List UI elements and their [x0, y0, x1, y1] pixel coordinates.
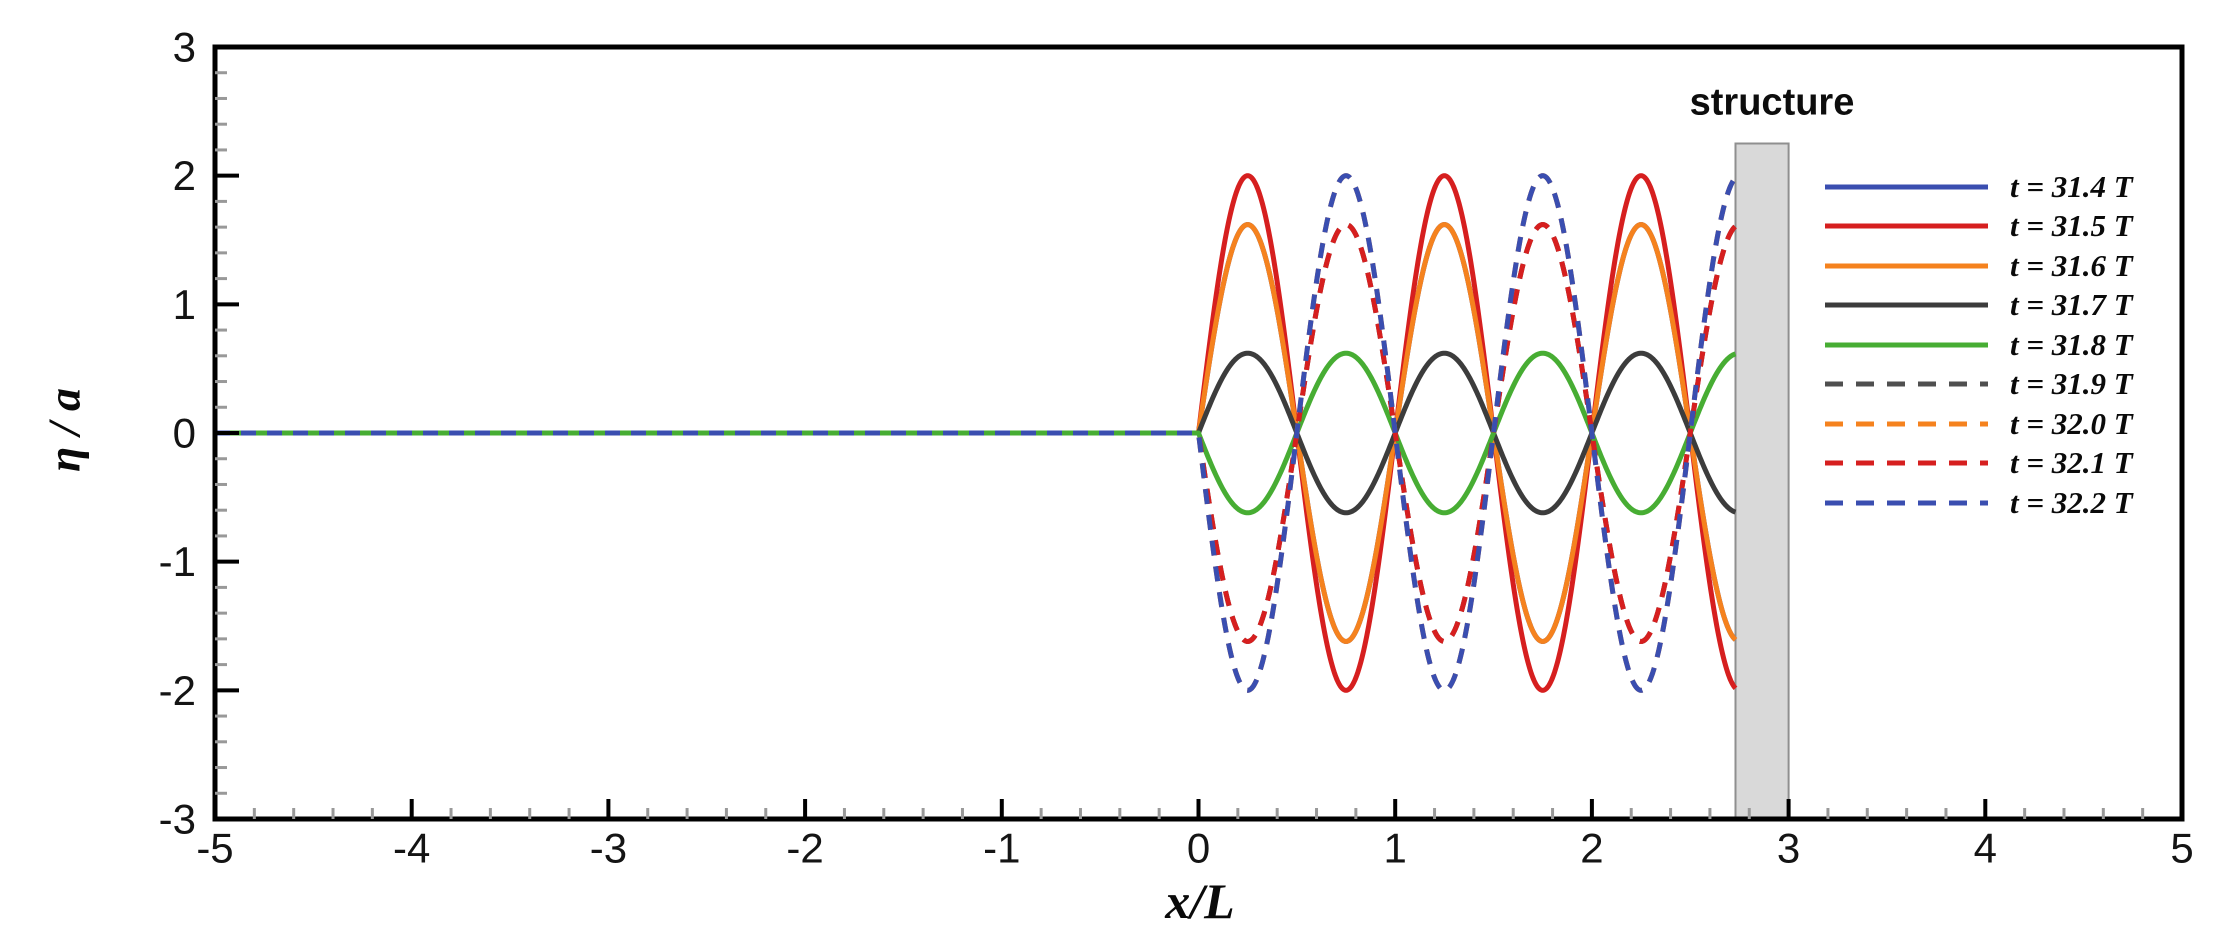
- x-tick-label: -1: [983, 824, 1020, 871]
- legend-item: t = 31.5 T: [1825, 207, 2133, 247]
- x-tick-label: -5: [196, 824, 233, 871]
- x-tick-label: 2: [1580, 824, 1603, 871]
- legend-line-swatch: [1825, 302, 1988, 308]
- y-axis-title: η / a: [38, 387, 90, 473]
- y-tick-label: 0: [173, 410, 196, 457]
- legend-line-swatch: [1825, 500, 1988, 506]
- legend-line-swatch: [1825, 263, 1988, 269]
- legend-line-swatch: [1825, 342, 1988, 348]
- y-tick-label: 2: [173, 152, 196, 199]
- y-tick-label: 1: [173, 281, 196, 328]
- structure-label: structure: [1689, 81, 1855, 124]
- legend-item: t = 31.7 T: [1825, 286, 2133, 326]
- x-tick-label: 1: [1384, 824, 1407, 871]
- legend-label: t = 31.5 T: [2010, 208, 2133, 244]
- series-curve-32.2: [213, 173, 1738, 693]
- legend-label: t = 31.8 T: [2010, 326, 2133, 362]
- legend-item: t = 31.8 T: [1825, 325, 2133, 365]
- legend-line-swatch: [1825, 460, 1988, 466]
- legend-label: t = 31.9 T: [2010, 366, 2133, 402]
- legend-label: t = 32.1 T: [2010, 445, 2133, 481]
- legend-item: t = 32.1 T: [1825, 444, 2133, 484]
- y-tick-label: 3: [173, 24, 196, 71]
- legend-label: t = 31.4 T: [2010, 168, 2133, 204]
- y-tick-label: -1: [159, 538, 196, 585]
- y-tick-label: -2: [159, 667, 196, 714]
- x-tick-label: -3: [590, 824, 627, 871]
- x-tick-label: 0: [1187, 824, 1210, 871]
- legend-line-swatch: [1825, 184, 1988, 190]
- x-tick-label: -4: [393, 824, 430, 871]
- legend-label: t = 31.7 T: [2010, 287, 2133, 323]
- legend-item: t = 31.4 T: [1825, 167, 2133, 207]
- x-tick-label: 5: [2170, 824, 2193, 871]
- legend-item: t = 32.2 T: [1825, 483, 2133, 523]
- y-tick-label: -3: [159, 796, 196, 843]
- legend-label: t = 32.2 T: [2010, 484, 2133, 520]
- legend-item: t = 31.9 T: [1825, 365, 2133, 405]
- x-tick-label: 4: [1974, 824, 1997, 871]
- legend-label: t = 31.6 T: [2010, 247, 2133, 283]
- x-tick-label: -2: [786, 824, 823, 871]
- legend-line-swatch: [1825, 421, 1988, 427]
- x-axis-title: x/L: [1165, 873, 1235, 929]
- legend-item: t = 32.0 T: [1825, 404, 2133, 444]
- legend-label: t = 32.0 T: [2010, 405, 2133, 441]
- structure-block: [1734, 142, 1790, 820]
- x-tick-label: 3: [1777, 824, 1800, 871]
- legend-item: t = 31.6 T: [1825, 246, 2133, 286]
- legend-line-swatch: [1825, 223, 1988, 229]
- legend-line-swatch: [1825, 381, 1988, 387]
